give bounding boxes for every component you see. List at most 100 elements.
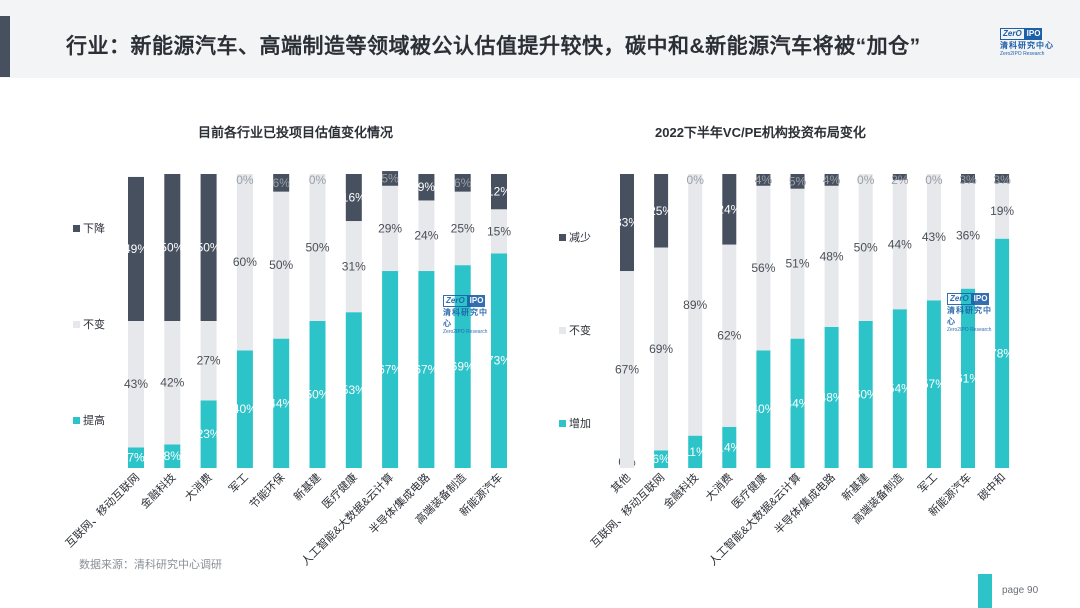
right-category-label-7: 新基建	[839, 470, 872, 503]
left-bar-2-0	[128, 176, 144, 321]
left-data-label-2-6: 16%	[342, 191, 366, 205]
right-data-label-2-4: 4%	[755, 173, 773, 187]
right-data-label-1-5: 51%	[785, 257, 809, 271]
left-bar-1-4	[273, 191, 290, 339]
left-bar-1-9	[454, 191, 471, 266]
left-bar-0-2	[200, 400, 217, 468]
left-data-label-0-8: 67%	[414, 363, 438, 377]
right-bar-1-10	[961, 182, 975, 289]
right-bar-2-5	[790, 174, 805, 189]
right-data-label-0-3: 14%	[717, 440, 741, 454]
right-data-label-1-4: 56%	[751, 261, 775, 275]
right-bar-2-0	[620, 174, 634, 272]
right-bar-0-8	[892, 309, 907, 468]
left-bar-1-7	[382, 185, 399, 272]
left-data-label-0-0: 7%	[127, 451, 145, 465]
left-legend-swatch-2	[73, 225, 80, 232]
right-category-label-6: 半导体/集成电路	[771, 470, 838, 537]
left-bar-2-2	[200, 174, 217, 321]
right-data-label-1-11: 19%	[990, 204, 1014, 218]
right-data-label-0-7: 50%	[854, 388, 878, 402]
left-data-label-1-2: 27%	[197, 354, 221, 368]
left-legend-swatch-0	[73, 417, 80, 424]
left-data-label-0-9: 69%	[451, 360, 475, 374]
right-bar-0-7	[858, 321, 873, 468]
right-bar-1-9	[926, 174, 941, 301]
left-legend-label-2: 下降	[83, 221, 105, 235]
right-data-label-1-7: 50%	[854, 241, 878, 255]
header-background	[0, 0, 1080, 78]
right-bar-1-6	[824, 185, 839, 327]
watermark-logo-right: ZerO IPO 清科研究中心 Zero2IPO Research	[947, 293, 995, 334]
right-legend-label-1: 不变	[569, 323, 591, 337]
left-data-label-1-0: 43%	[124, 377, 148, 391]
left-category-label-5: 新基建	[290, 470, 323, 503]
right-data-label-0-9: 57%	[922, 377, 946, 391]
right-category-label-11: 碳中和	[975, 470, 1008, 503]
right-legend-label-2: 减少	[569, 231, 591, 244]
left-data-label-2-1: 50%	[160, 241, 184, 255]
right-bar-2-6	[824, 174, 839, 186]
right-category-label-9: 军工	[915, 471, 940, 496]
right-bar-1-5	[790, 188, 805, 339]
right-bar-0-6	[824, 326, 839, 468]
left-data-label-2-5: 0%	[309, 173, 327, 187]
right-data-label-2-11: 3%	[993, 173, 1011, 187]
left-data-label-0-10: 73%	[487, 354, 511, 368]
right-data-label-1-6: 48%	[820, 249, 844, 263]
left-bar-1-3	[236, 174, 253, 351]
header-accent-bar	[0, 16, 10, 77]
right-bar-0-11	[995, 238, 1010, 468]
right-bar-2-10	[961, 174, 975, 183]
page-title: 行业：新能源汽车、高端制造等领域被公认估值提升较快，碳中和&新能源汽车将被“加仓…	[66, 35, 921, 58]
left-bar-2-1	[164, 174, 181, 321]
right-bar-2-1	[654, 174, 669, 248]
left-bar-2-10	[491, 174, 507, 210]
wm-cn-text: 清科研究中心	[443, 308, 488, 328]
left-data-label-1-7: 29%	[378, 221, 402, 235]
right-data-label-1-3: 62%	[717, 329, 741, 343]
right-legend-swatch-0	[559, 420, 566, 427]
left-category-label-2: 大消费	[181, 470, 214, 503]
wm2-en-text: Zero2IPO Research	[947, 327, 992, 333]
wm-zero-text: ZerO	[443, 295, 468, 307]
right-bar-1-1	[654, 247, 669, 451]
left-data-label-1-9: 25%	[451, 221, 475, 235]
right-data-label-2-3: 24%	[717, 202, 741, 216]
right-bar-0-5	[790, 338, 805, 468]
left-bar-1-0	[128, 321, 144, 448]
left-bar-0-10	[491, 253, 507, 468]
logo-cn-text: 清科研究中心	[1000, 41, 1054, 50]
left-data-label-2-7: 5%	[381, 171, 399, 185]
right-data-label-1-8: 44%	[888, 238, 912, 252]
left-bar-1-6	[345, 221, 362, 313]
left-data-label-2-10: 12%	[487, 185, 511, 199]
left-bar-0-5	[309, 321, 326, 468]
left-data-label-2-0: 49%	[124, 242, 148, 256]
left-category-label-3: 军工	[226, 471, 251, 496]
zero2ipo-logo: ZerO IPO 清科研究中心 Zero2IPO Research	[1000, 28, 1058, 58]
data-source-note: 数据来源：清科研究中心调研	[79, 559, 222, 571]
right-data-label-0-8: 54%	[888, 382, 912, 396]
left-data-label-2-3: 0%	[236, 173, 254, 187]
right-bar-0-2	[688, 435, 703, 468]
right-data-label-0-5: 44%	[785, 396, 809, 410]
right-bar-1-8	[892, 179, 907, 310]
left-category-label-1: 金融科技	[137, 470, 178, 511]
left-data-label-2-9: 6%	[454, 176, 472, 190]
left-data-label-0-5: 50%	[305, 388, 329, 402]
right-data-label-2-1: 25%	[649, 204, 673, 218]
left-legend-label-0: 提高	[83, 413, 105, 427]
right-data-label-2-7: 0%	[857, 173, 875, 187]
right-data-label-2-10: 3%	[959, 173, 977, 187]
wm2-cn-text: 清科研究中心	[947, 306, 992, 326]
right-bar-1-11	[995, 182, 1010, 239]
right-bar-0-9	[926, 300, 941, 468]
left-data-label-2-4: 6%	[273, 176, 291, 190]
right-data-label-0-10: 61%	[956, 371, 980, 385]
right-bar-2-8	[892, 174, 907, 180]
right-bar-1-0	[620, 271, 634, 468]
left-bar-0-7	[382, 271, 399, 468]
right-data-label-2-0: 33%	[615, 216, 639, 230]
